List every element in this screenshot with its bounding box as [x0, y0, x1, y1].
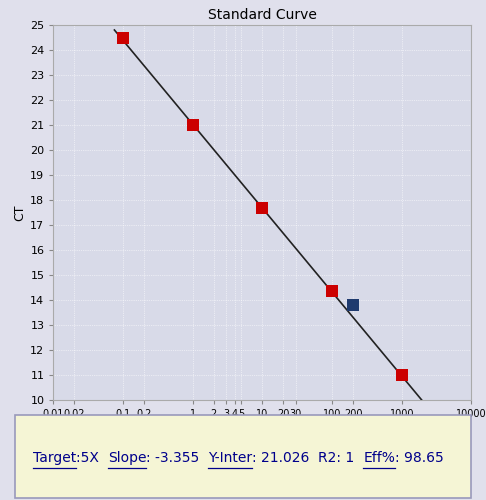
Point	[349, 301, 357, 309]
Point	[259, 204, 266, 212]
Text: Slope: Slope	[108, 451, 146, 465]
Point	[398, 371, 406, 379]
Point	[328, 287, 336, 295]
Text: Y-Inter: Y-Inter	[208, 451, 252, 465]
Text: Eff%: Eff%	[364, 451, 395, 465]
Point	[189, 121, 197, 129]
Text: Target: Target	[33, 451, 76, 465]
Text: R2: 1: R2: 1	[318, 451, 364, 465]
Text: : -3.355: : -3.355	[146, 451, 208, 465]
Point	[119, 34, 127, 42]
X-axis label: Quantity: Quantity	[235, 423, 290, 436]
Text: : 21.026: : 21.026	[252, 451, 318, 465]
FancyBboxPatch shape	[15, 415, 471, 498]
Text: : 98.65: : 98.65	[395, 451, 444, 465]
Title: Standard Curve: Standard Curve	[208, 8, 317, 22]
Y-axis label: CT: CT	[13, 204, 26, 221]
Text: :5X: :5X	[76, 451, 108, 465]
